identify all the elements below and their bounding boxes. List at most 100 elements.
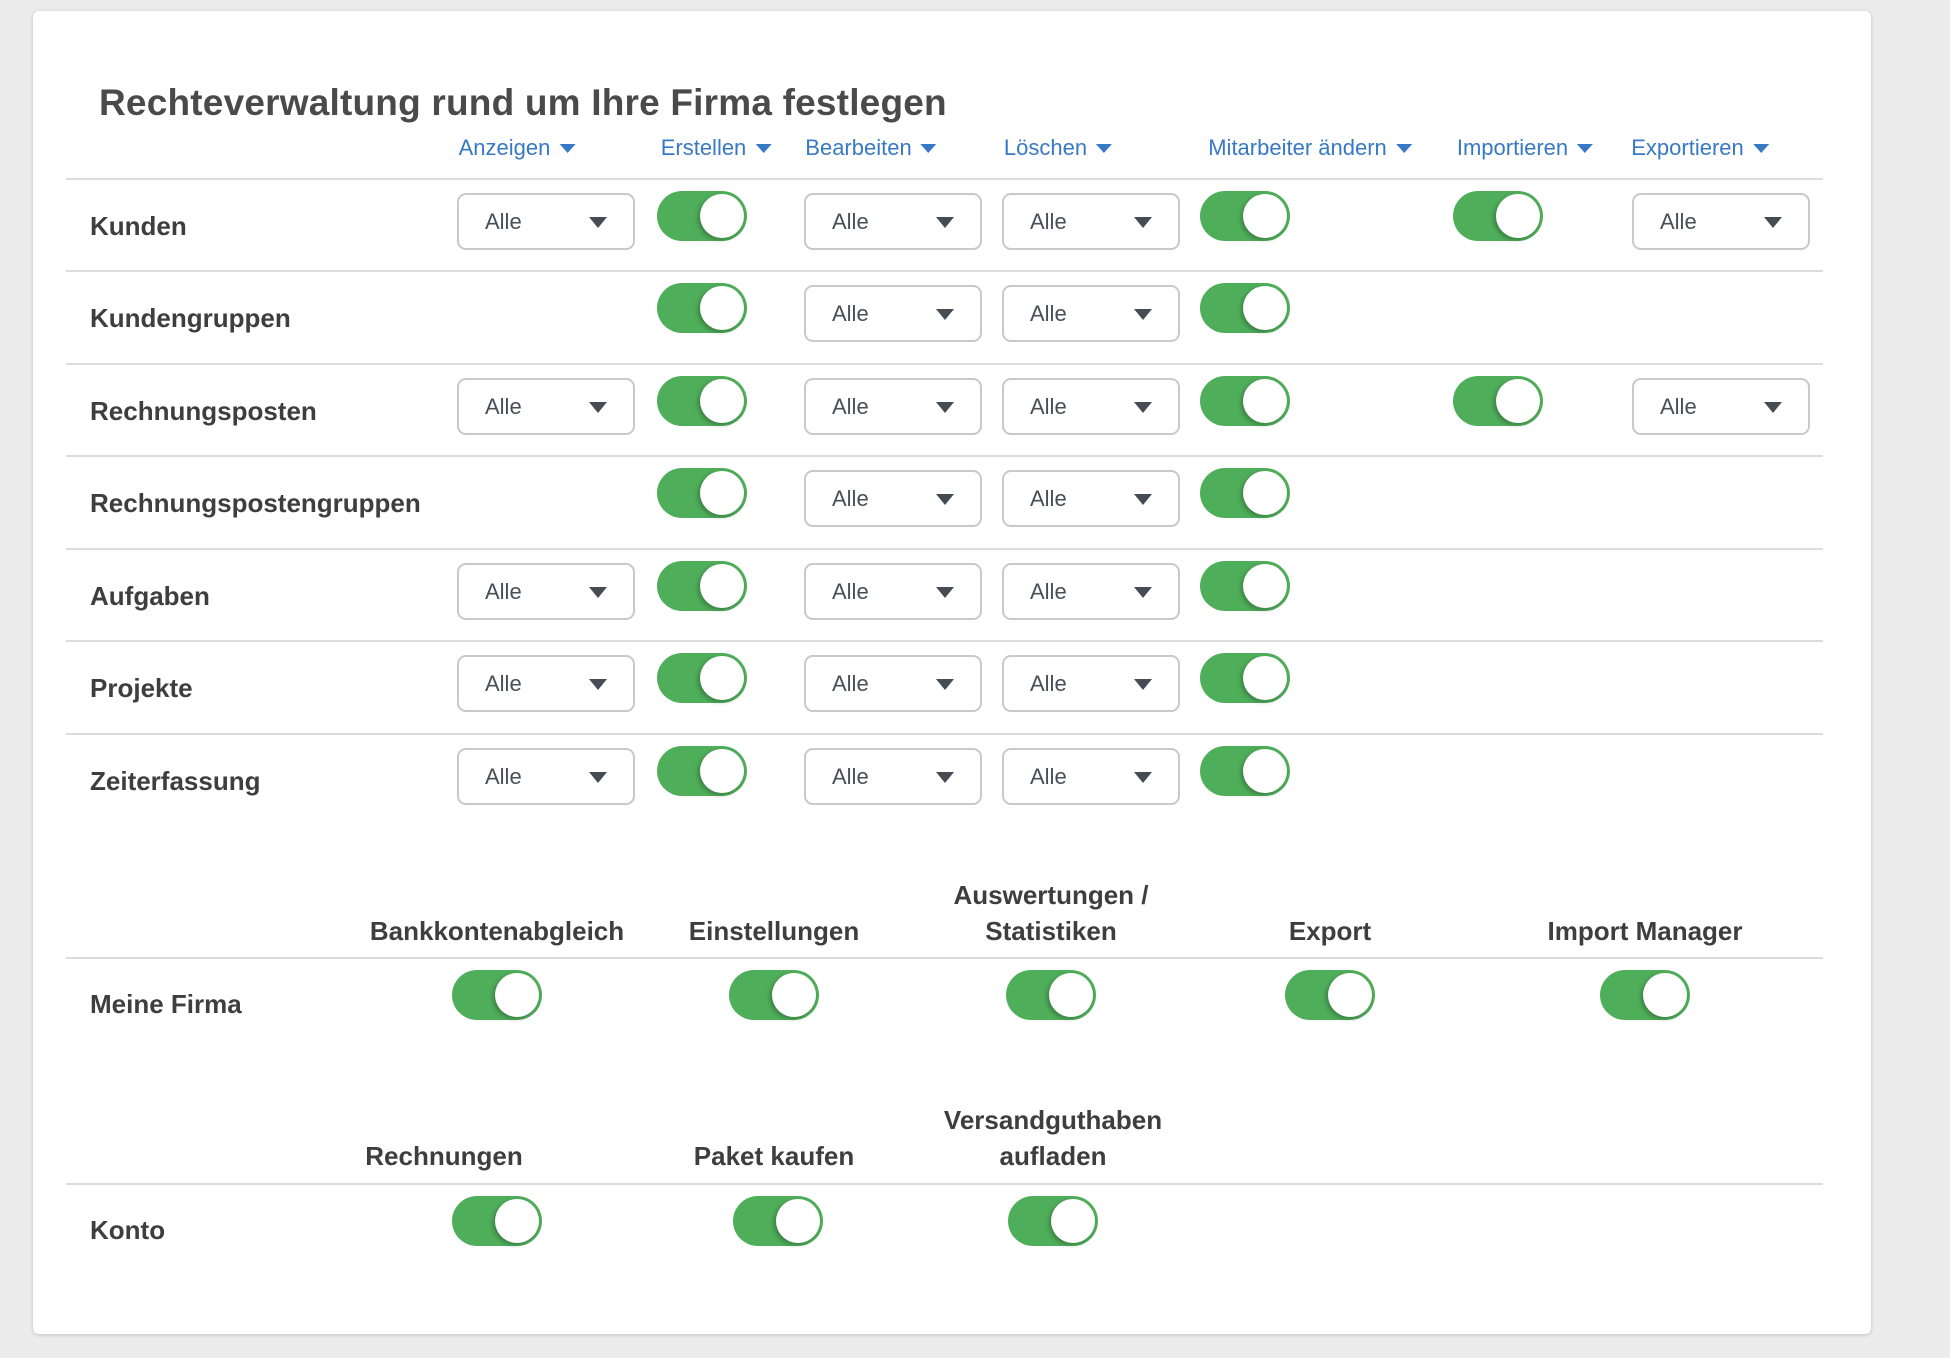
table-row-aufgaben: Aufgaben Alle Alle Alle <box>33 550 1871 642</box>
konto-versandguthaben-aufladen-toggle[interactable] <box>1008 1196 1098 1246</box>
toggle-knob <box>1243 656 1287 700</box>
toggle-knob <box>1051 1199 1095 1243</box>
kundengruppen-bearbeiten-select[interactable]: Alle <box>804 285 982 342</box>
toggle-knob <box>1643 973 1687 1017</box>
kunden-bearbeiten-select[interactable]: Alle <box>804 193 982 250</box>
toggle-knob <box>700 564 744 608</box>
row-label-meine-firma: Meine Firma <box>90 989 242 1019</box>
konto-rechnungen-toggle[interactable] <box>452 1196 542 1246</box>
projekte-erstellen-toggle[interactable] <box>657 653 747 703</box>
kunden-anzeigen-select[interactable]: Alle <box>457 193 635 250</box>
aufgaben-bearbeiten-select[interactable]: Alle <box>804 563 982 620</box>
rechnungsposten-loeschen-select[interactable]: Alle <box>1002 378 1180 435</box>
row-label-konto: Konto <box>90 1215 166 1245</box>
select-value: Alle <box>1030 208 1067 234</box>
column-header-importieren-label: Importieren <box>1456 135 1569 160</box>
kunden-exportieren-select[interactable]: Alle <box>1632 193 1810 250</box>
row-label-kunden: Kunden <box>90 211 187 241</box>
permissions-card: Rechteverwaltung rund um Ihre Firma fest… <box>33 11 1871 1334</box>
toggle-knob <box>1496 379 1540 423</box>
select-value: Alle <box>485 670 522 696</box>
firma-column-einstellungen: Einstellungen <box>688 916 860 946</box>
kundengruppen-mitarbeiter-aendern-toggle[interactable] <box>1200 283 1290 333</box>
caret-down-icon <box>1134 678 1152 690</box>
projekte-loeschen-select[interactable]: Alle <box>1002 655 1180 712</box>
select-value: Alle <box>485 393 522 419</box>
toggle-knob <box>700 749 744 793</box>
projekte-anzeigen-select[interactable]: Alle <box>457 655 635 712</box>
toggle-knob <box>776 1199 820 1243</box>
zeiterfassung-mitarbeiter-aendern-toggle[interactable] <box>1200 746 1290 796</box>
rechnungsposten-erstellen-toggle[interactable] <box>657 376 747 426</box>
zeiterfassung-erstellen-toggle[interactable] <box>657 746 747 796</box>
row-divider <box>66 733 1823 735</box>
select-value: Alle <box>832 393 869 419</box>
rechnungsposten-bearbeiten-select[interactable]: Alle <box>804 378 982 435</box>
meine-firma-einstellungen-toggle[interactable] <box>729 970 819 1020</box>
rechnungsposten-anzeigen-select[interactable]: Alle <box>457 378 635 435</box>
column-header-loeschen[interactable]: Löschen <box>1004 133 1113 163</box>
firma-column-import-manager: Import Manager <box>1547 916 1743 946</box>
column-header-exportieren[interactable]: Exportieren <box>1631 133 1769 163</box>
row-divider <box>66 270 1823 272</box>
column-header-erstellen[interactable]: Erstellen <box>661 133 772 163</box>
aufgaben-erstellen-toggle[interactable] <box>657 561 747 611</box>
aufgaben-anzeigen-select[interactable]: Alle <box>457 563 635 620</box>
select-value: Alle <box>1660 208 1697 234</box>
projekte-mitarbeiter-aendern-toggle[interactable] <box>1200 653 1290 703</box>
meine-firma-bankkontenabgleich-toggle[interactable] <box>452 970 542 1020</box>
meine-firma-auswertungen-statistiken-toggle[interactable] <box>1006 970 1096 1020</box>
select-value: Alle <box>485 208 522 234</box>
toggle-knob <box>1243 194 1287 238</box>
rechnungspostengruppen-erstellen-toggle[interactable] <box>657 468 747 518</box>
caret-down-icon <box>589 586 607 598</box>
rechnungsposten-exportieren-select[interactable]: Alle <box>1632 378 1810 435</box>
kunden-loeschen-select[interactable]: Alle <box>1002 193 1180 250</box>
aufgaben-mitarbeiter-aendern-toggle[interactable] <box>1200 561 1290 611</box>
rechnungsposten-importieren-toggle[interactable] <box>1453 376 1543 426</box>
zeiterfassung-anzeigen-select[interactable]: Alle <box>457 748 635 805</box>
rechnungspostengruppen-loeschen-select[interactable]: Alle <box>1002 470 1180 527</box>
aufgaben-loeschen-select[interactable]: Alle <box>1002 563 1180 620</box>
kunden-mitarbeiter-aendern-toggle[interactable] <box>1200 191 1290 241</box>
toggle-knob <box>1243 564 1287 608</box>
kunden-erstellen-toggle[interactable] <box>657 191 747 241</box>
zeiterfassung-loeschen-select[interactable]: Alle <box>1002 748 1180 805</box>
rechnungsposten-mitarbeiter-aendern-toggle[interactable] <box>1200 376 1290 426</box>
select-value: Alle <box>832 578 869 604</box>
select-value: Alle <box>485 763 522 789</box>
kundengruppen-erstellen-toggle[interactable] <box>657 283 747 333</box>
kundengruppen-loeschen-select[interactable]: Alle <box>1002 285 1180 342</box>
select-value: Alle <box>832 485 869 511</box>
meine-firma-import-manager-toggle[interactable] <box>1600 970 1690 1020</box>
konto-column-versandguthaben-line2: aufladen <box>999 1141 1107 1171</box>
caret-down-icon <box>936 586 954 598</box>
row-divider <box>66 548 1823 550</box>
row-divider <box>66 363 1823 365</box>
zeiterfassung-bearbeiten-select[interactable]: Alle <box>804 748 982 805</box>
select-value: Alle <box>485 578 522 604</box>
meine-firma-export-toggle[interactable] <box>1285 970 1375 1020</box>
column-header-mitarbeiter-aendern[interactable]: Mitarbeiter ändern <box>1208 133 1412 163</box>
select-value: Alle <box>832 670 869 696</box>
toggle-knob <box>700 194 744 238</box>
konto-column-rechnungen: Rechnungen <box>365 1141 523 1171</box>
caret-down-icon <box>1134 308 1152 320</box>
column-header-bearbeiten[interactable]: Bearbeiten <box>805 133 937 163</box>
kunden-importieren-toggle[interactable] <box>1453 191 1543 241</box>
table-row-meine-firma: Meine Firma <box>33 959 1871 1045</box>
column-header-anzeigen[interactable]: Anzeigen <box>459 133 576 163</box>
rechnungspostengruppen-mitarbeiter-aendern-toggle[interactable] <box>1200 468 1290 518</box>
rechnungspostengruppen-bearbeiten-select[interactable]: Alle <box>804 470 982 527</box>
projekte-bearbeiten-select[interactable]: Alle <box>804 655 982 712</box>
column-header-mitarbeiter-aendern-label: Mitarbeiter ändern <box>1208 135 1387 160</box>
konto-paket-kaufen-toggle[interactable] <box>733 1196 823 1246</box>
caret-down-icon <box>1764 216 1782 228</box>
caret-down-icon <box>1577 143 1594 153</box>
column-header-importieren[interactable]: Importieren <box>1456 133 1594 163</box>
caret-down-icon <box>1096 143 1113 153</box>
select-value: Alle <box>1030 578 1067 604</box>
toggle-knob <box>1243 286 1287 330</box>
caret-down-icon <box>936 493 954 505</box>
toggle-knob <box>1243 471 1287 515</box>
